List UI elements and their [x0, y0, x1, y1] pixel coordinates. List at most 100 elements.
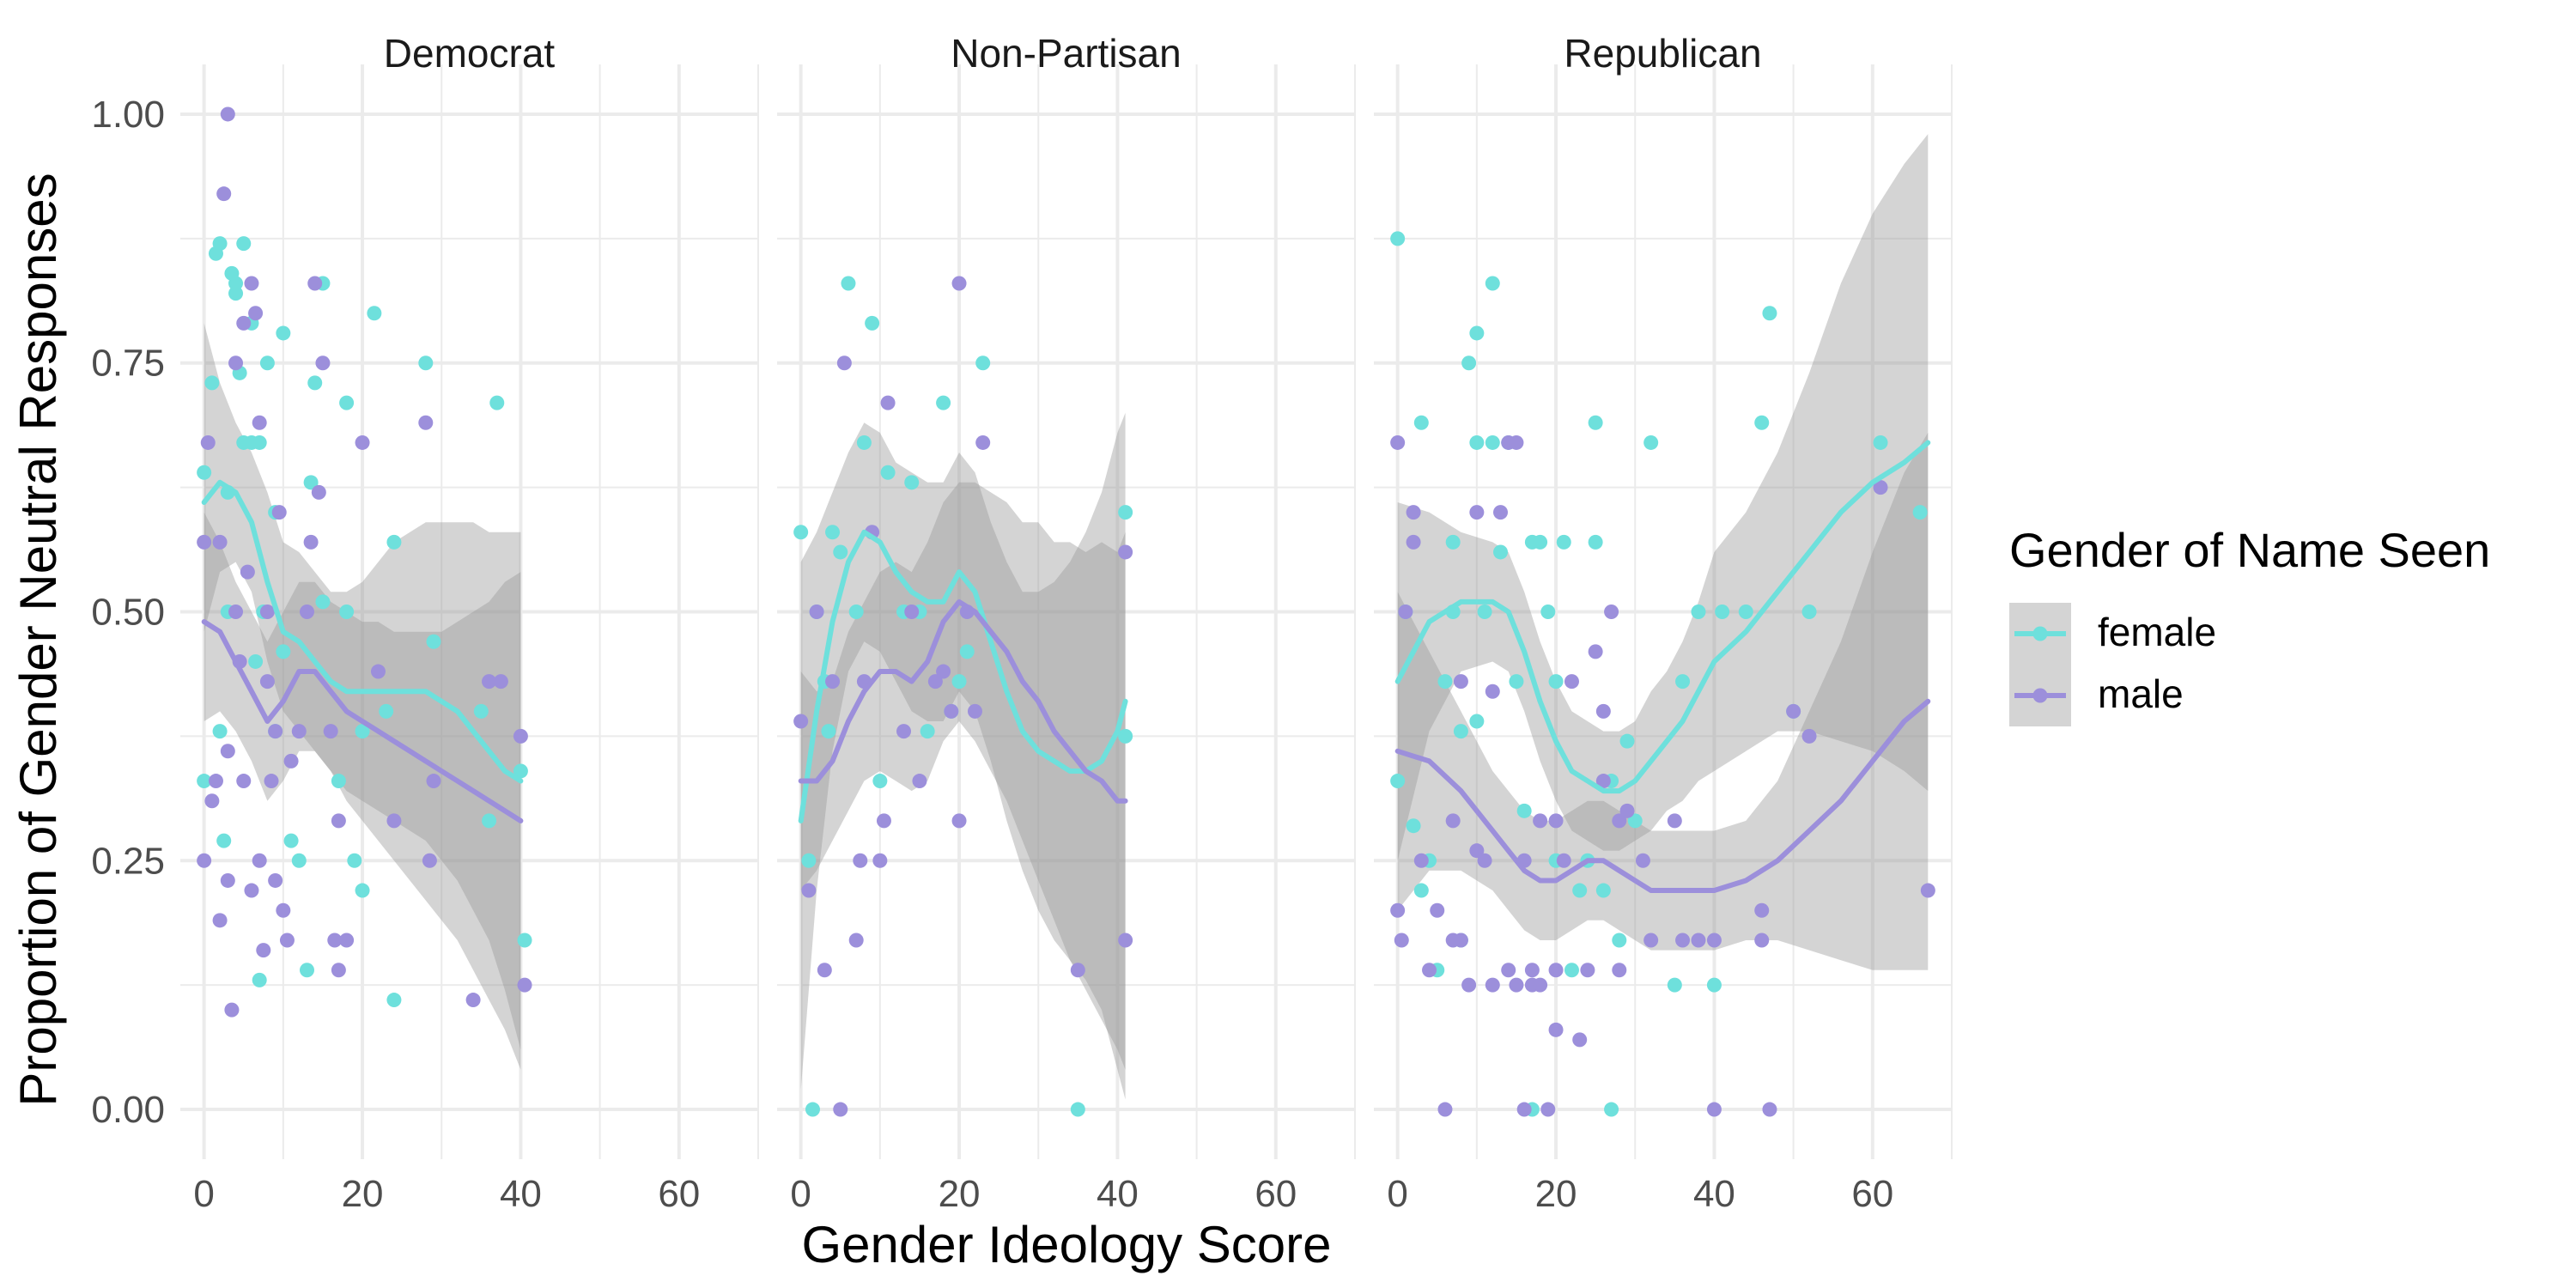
female-point: [1477, 605, 1492, 619]
female-point: [339, 605, 355, 619]
male-point: [848, 933, 864, 948]
x-axis-title: Gender Ideology Score: [801, 1216, 1331, 1273]
female-point: [1675, 674, 1691, 690]
male-point: [967, 703, 982, 719]
male-point: [1501, 963, 1516, 978]
female-point: [865, 315, 880, 331]
female-point: [236, 236, 252, 252]
female-point: [1619, 733, 1635, 749]
male-point: [1509, 977, 1524, 993]
male-point: [825, 674, 841, 690]
male-point: [896, 724, 912, 739]
male-point: [355, 434, 370, 450]
male-point: [1509, 434, 1524, 450]
male-smooth-line: [798, 598, 1128, 804]
male-point: [200, 434, 216, 450]
female-point: [339, 395, 355, 410]
legend-key-point: [2032, 626, 2048, 641]
male-point: [228, 605, 244, 619]
male-point: [1588, 644, 1603, 659]
male-point: [240, 564, 255, 580]
male-point: [517, 977, 532, 993]
female-point: [833, 544, 848, 560]
male-point: [1430, 902, 1445, 918]
male-point: [1643, 933, 1659, 948]
male-point: [212, 534, 228, 550]
female-point: [1801, 605, 1817, 619]
male-point: [236, 315, 252, 331]
male-point: [279, 933, 295, 948]
male-point: [331, 963, 346, 978]
y-tick-label: 0.00: [91, 1089, 165, 1131]
female-point: [355, 883, 370, 898]
male-point: [259, 674, 275, 690]
male-point: [331, 813, 346, 829]
female-point: [1556, 534, 1571, 550]
female-point: [1588, 415, 1603, 430]
female-point: [517, 933, 532, 948]
male-point: [197, 853, 212, 868]
male-point: [1604, 605, 1619, 619]
male-point: [1754, 933, 1770, 948]
male-point: [236, 774, 252, 789]
male-point: [244, 276, 259, 291]
female-point: [355, 724, 370, 739]
female-point: [228, 286, 244, 301]
male-point: [975, 434, 991, 450]
legend-key-point: [2032, 688, 2048, 703]
male-point: [1469, 505, 1485, 520]
female-point: [1413, 883, 1429, 898]
female-point: [315, 594, 331, 610]
male-point: [493, 674, 508, 690]
female-point: [1691, 605, 1706, 619]
female-point: [1612, 933, 1627, 948]
female-point: [367, 306, 382, 321]
female-point: [473, 703, 489, 719]
female-point: [1453, 724, 1468, 739]
x-tick-label: 0: [1387, 1173, 1407, 1215]
female-point: [1564, 963, 1579, 978]
female-point: [1390, 774, 1406, 789]
female-point: [793, 525, 809, 540]
male-smooth-line: [1394, 698, 1931, 893]
female-point: [1548, 674, 1564, 690]
female-point: [1533, 534, 1548, 550]
male-confidence-band: [800, 482, 1126, 1070]
male-point: [936, 664, 951, 679]
male-point: [482, 674, 497, 690]
female-point: [283, 833, 299, 848]
panel-democrat: Democrat 0 20 40 60: [180, 31, 759, 1215]
male-point: [216, 186, 232, 202]
male-point: [1667, 813, 1682, 829]
facet-title: Democrat: [384, 31, 556, 76]
male-point: [268, 724, 283, 739]
female-point: [1485, 434, 1500, 450]
female-point: [212, 236, 228, 252]
female-point: [212, 724, 228, 739]
male-point: [220, 106, 235, 122]
male-point: [276, 902, 291, 918]
female-point: [276, 325, 291, 341]
male-point: [1595, 774, 1611, 789]
female-point: [1509, 674, 1524, 690]
female-point: [841, 276, 856, 291]
male-point: [220, 744, 235, 759]
x-tick-label: 20: [1535, 1173, 1577, 1215]
male-point: [876, 813, 891, 829]
male-point: [927, 674, 943, 690]
male-point: [323, 724, 338, 739]
male-point: [904, 605, 920, 619]
female-point: [856, 434, 872, 450]
female-point: [386, 534, 402, 550]
male-point: [1706, 1102, 1722, 1117]
female-point: [1406, 818, 1421, 834]
female-point: [1595, 883, 1611, 898]
male-point: [259, 605, 275, 619]
male-point: [951, 813, 967, 829]
male-point: [268, 872, 283, 888]
male-point: [252, 415, 267, 430]
male-point: [465, 993, 481, 1008]
y-axis-title: Proportion of Gender Neutral Responses: [9, 173, 67, 1106]
